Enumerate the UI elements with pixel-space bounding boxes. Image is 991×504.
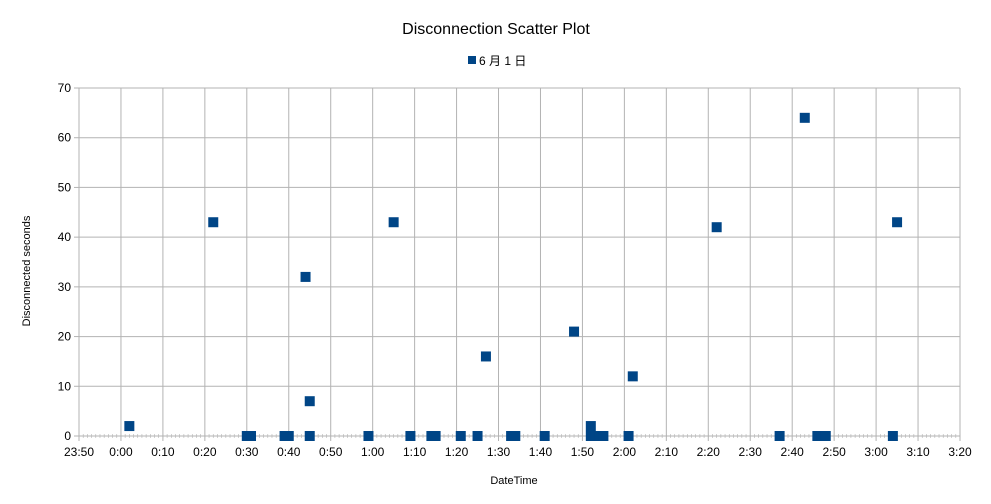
scatter-point	[304, 431, 315, 441]
y-axis-title: Disconnected seconds	[21, 215, 33, 326]
scatter-point	[892, 217, 903, 228]
legend-marker	[468, 56, 476, 64]
x-tick-label: 1:30	[487, 445, 511, 459]
scatter-point	[455, 431, 466, 441]
scatter-point	[774, 431, 785, 441]
scatter-point	[472, 431, 483, 441]
scatter-point	[300, 271, 311, 282]
scatter-point	[480, 351, 491, 362]
x-tick-label: 23:50	[64, 445, 94, 459]
scatter-point	[569, 326, 580, 337]
x-tick-label: 2:20	[697, 445, 721, 459]
x-tick-label: 0:10	[151, 445, 175, 459]
y-tick-label: 10	[58, 379, 72, 393]
x-tick-label: 1:40	[529, 445, 553, 459]
y-tick-label: 20	[58, 330, 72, 344]
scatter-point	[405, 431, 416, 441]
x-tick-label: 2:40	[781, 445, 805, 459]
scatter-point	[246, 431, 257, 441]
y-tick-label: 0	[64, 429, 71, 443]
scatter-point	[585, 421, 596, 432]
scatter-point	[304, 396, 315, 407]
x-tick-label: 0:40	[277, 445, 301, 459]
scatter-point	[510, 431, 521, 441]
scatter-point	[627, 371, 638, 382]
scatter-point	[363, 431, 374, 441]
x-tick-label: 3:10	[906, 445, 930, 459]
x-tick-label: 2:50	[822, 445, 846, 459]
x-tick-label: 3:00	[864, 445, 888, 459]
scatter-point	[430, 431, 441, 441]
scatter-point	[623, 431, 634, 441]
x-tick-label: 3:20	[948, 445, 972, 459]
legend-label: 6 月 1 日	[479, 54, 526, 68]
scatter-point	[799, 112, 810, 123]
x-tick-label: 0:20	[193, 445, 217, 459]
scatter-point	[124, 421, 135, 432]
data-points	[124, 112, 903, 441]
x-tick-label: 2:10	[655, 445, 679, 459]
x-tick-label: 2:30	[739, 445, 763, 459]
x-axis-title: DateTime	[490, 475, 537, 487]
scatter-point	[820, 431, 831, 441]
y-axis-ticks: 0 10 20 30 40 50 60 70	[58, 81, 79, 443]
scatter-point	[887, 431, 898, 441]
y-tick-label: 40	[58, 230, 72, 244]
y-tick-label: 50	[58, 180, 72, 194]
x-tick-label: 1:50	[571, 445, 595, 459]
scatter-point	[598, 431, 609, 441]
y-tick-label: 30	[58, 280, 72, 294]
y-tick-label: 60	[58, 131, 72, 145]
x-tick-label: 1:00	[361, 445, 385, 459]
scatter-point	[711, 222, 722, 233]
x-tick-label: 0:00	[109, 445, 133, 459]
scatter-point	[208, 217, 219, 228]
x-tick-label: 1:10	[403, 445, 427, 459]
gridlines	[78, 87, 961, 437]
scatter-point	[283, 431, 294, 441]
x-tick-label: 0:50	[319, 445, 343, 459]
legend: 6 月 1 日	[468, 54, 526, 68]
x-tick-label: 1:20	[445, 445, 469, 459]
chart-title: Disconnection Scatter Plot	[402, 21, 590, 38]
x-tick-label: 2:00	[613, 445, 637, 459]
y-tick-label: 70	[58, 81, 72, 95]
scatter-point	[388, 217, 399, 228]
x-tick-label: 0:30	[235, 445, 259, 459]
scatter-point	[539, 431, 550, 441]
